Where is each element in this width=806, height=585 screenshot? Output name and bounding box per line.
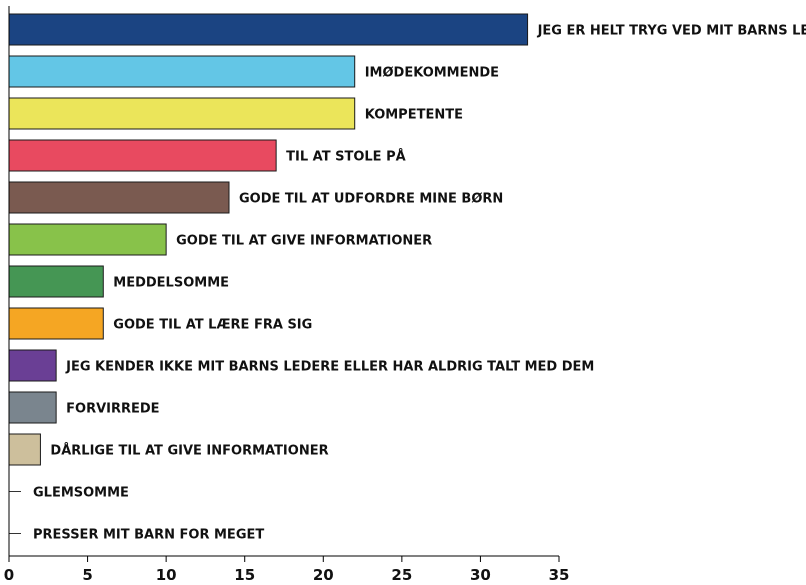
x-tick-label: 35 [549, 566, 570, 584]
bar [8, 223, 167, 256]
bar-label: PRESSER MIT BARN FOR MEGET [33, 528, 264, 543]
bar [8, 97, 356, 130]
bar-label: GODE TIL AT GIVE INFORMATIONER [176, 234, 432, 249]
bar-label: DÅRLIGE TIL AT GIVE INFORMATIONER [50, 443, 328, 459]
bar [8, 433, 41, 466]
bar-label: MEDDELSOMME [113, 276, 229, 291]
bar-label: JEG KENDER IKKE MIT BARNS LEDERE ELLER H… [65, 360, 594, 375]
x-tick-label: 30 [470, 566, 491, 584]
bar-label: JEG ER HELT TRYG VED MIT BARNS LEDERE [537, 24, 806, 39]
bar [8, 391, 57, 424]
bar [8, 13, 529, 46]
bar-label: GLEMSOMME [33, 486, 129, 501]
bars-group [8, 13, 529, 534]
x-tick-label: 10 [156, 566, 177, 584]
x-axis-ticks: 0 5 10 15 20 25 30 35 [4, 556, 570, 584]
bar [8, 349, 57, 382]
x-tick-label: 0 [4, 566, 14, 584]
bar [8, 139, 277, 172]
bar [8, 265, 104, 298]
x-tick-label: 25 [391, 566, 412, 584]
bar-label: IMØDEKOMMENDE [365, 66, 499, 81]
bar-label: KOMPETENTE [365, 108, 463, 123]
bar [8, 307, 104, 340]
x-tick-label: 15 [234, 566, 255, 584]
bar-label: GODE TIL AT UDFORDRE MINE BØRN [239, 192, 503, 207]
bar-label: TIL AT STOLE PÅ [286, 149, 406, 165]
bar-label: GODE TIL AT LÆRE FRA SIG [113, 318, 312, 333]
bar [8, 55, 356, 88]
bar-label: FORVIRREDE [66, 402, 159, 417]
bar [8, 181, 230, 214]
x-tick-label: 5 [82, 566, 92, 584]
bar-labels-group: JEG ER HELT TRYG VED MIT BARNS LEDERE IMØ… [33, 24, 806, 543]
x-tick-label: 20 [313, 566, 334, 584]
